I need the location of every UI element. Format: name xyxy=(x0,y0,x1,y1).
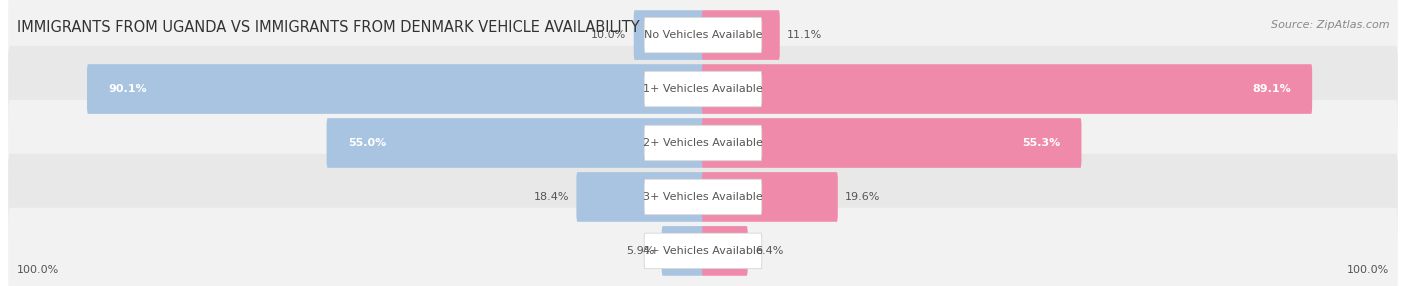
FancyBboxPatch shape xyxy=(644,179,762,215)
Text: 5.9%: 5.9% xyxy=(626,246,655,256)
Text: 6.4%: 6.4% xyxy=(755,246,783,256)
Text: Source: ZipAtlas.com: Source: ZipAtlas.com xyxy=(1271,20,1389,30)
Text: 4+ Vehicles Available: 4+ Vehicles Available xyxy=(643,246,763,256)
FancyBboxPatch shape xyxy=(8,0,1398,78)
FancyBboxPatch shape xyxy=(702,172,838,222)
Text: 11.1%: 11.1% xyxy=(787,30,823,40)
Text: 55.0%: 55.0% xyxy=(349,138,387,148)
FancyBboxPatch shape xyxy=(8,154,1398,240)
FancyBboxPatch shape xyxy=(87,64,704,114)
Text: 19.6%: 19.6% xyxy=(845,192,880,202)
Text: 100.0%: 100.0% xyxy=(17,265,59,275)
FancyBboxPatch shape xyxy=(644,233,762,269)
FancyBboxPatch shape xyxy=(8,100,1398,186)
Text: 2+ Vehicles Available: 2+ Vehicles Available xyxy=(643,138,763,148)
Text: 89.1%: 89.1% xyxy=(1251,84,1291,94)
Text: 3+ Vehicles Available: 3+ Vehicles Available xyxy=(643,192,763,202)
Text: 90.1%: 90.1% xyxy=(108,84,148,94)
Text: No Vehicles Available: No Vehicles Available xyxy=(644,30,762,40)
FancyBboxPatch shape xyxy=(634,10,704,60)
FancyBboxPatch shape xyxy=(662,226,704,276)
Text: IMMIGRANTS FROM UGANDA VS IMMIGRANTS FROM DENMARK VEHICLE AVAILABILITY: IMMIGRANTS FROM UGANDA VS IMMIGRANTS FRO… xyxy=(17,20,640,35)
FancyBboxPatch shape xyxy=(576,172,704,222)
Text: 18.4%: 18.4% xyxy=(534,192,569,202)
FancyBboxPatch shape xyxy=(326,118,704,168)
Text: 100.0%: 100.0% xyxy=(1347,265,1389,275)
FancyBboxPatch shape xyxy=(8,46,1398,132)
FancyBboxPatch shape xyxy=(644,125,762,161)
FancyBboxPatch shape xyxy=(644,71,762,107)
FancyBboxPatch shape xyxy=(644,17,762,53)
FancyBboxPatch shape xyxy=(702,10,780,60)
FancyBboxPatch shape xyxy=(702,226,748,276)
Text: 10.0%: 10.0% xyxy=(592,30,627,40)
Text: 55.3%: 55.3% xyxy=(1022,138,1060,148)
FancyBboxPatch shape xyxy=(8,208,1398,286)
FancyBboxPatch shape xyxy=(702,64,1312,114)
Text: 1+ Vehicles Available: 1+ Vehicles Available xyxy=(643,84,763,94)
FancyBboxPatch shape xyxy=(702,118,1081,168)
